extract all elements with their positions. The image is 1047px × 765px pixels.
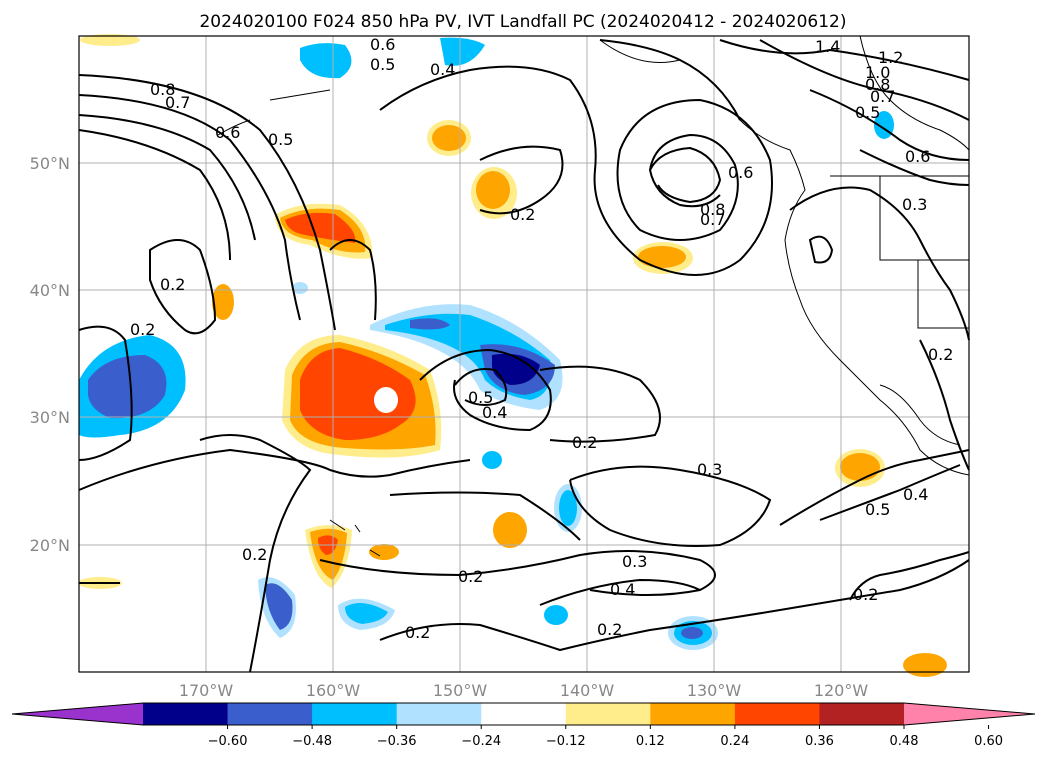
colorbar-bin: [396, 703, 482, 725]
contour-label: 1.2: [878, 48, 903, 67]
contour-label: 0.6: [905, 147, 930, 166]
lon-label: 120°W: [814, 681, 869, 700]
contour-label: 0.2: [458, 567, 483, 586]
contour-label: 0.2: [510, 205, 535, 224]
contour-label: 0.6: [728, 163, 753, 182]
contour-label: 0.4: [430, 60, 455, 79]
contour-label: 0.8: [865, 75, 890, 94]
contour-label: 0.4: [610, 580, 635, 599]
colorbar-tick-label: 0.60: [974, 734, 1003, 749]
contour-label: 0.3: [697, 460, 722, 479]
colorbar-bin: [565, 703, 651, 725]
contour-label: 0.3: [622, 552, 647, 571]
figure-title: 2024020100 F024 850 hPa PV, IVT Landfall…: [199, 12, 846, 32]
contour-label: 1.0: [865, 63, 890, 82]
colorbar-bin: [650, 703, 736, 725]
contour-label: 0.5: [865, 500, 890, 519]
colorbar-ticks: −0.60 −0.48 −0.36 −0.24 −0.12 0.12 0.24 0.36 0.4…: [208, 725, 1003, 749]
contour-label: 0.4: [903, 485, 928, 504]
colorbar-tick-label: −0.24: [461, 734, 501, 749]
colorbar-tick-label: 0.24: [720, 734, 749, 749]
colorbar: [11, 702, 1036, 726]
latitude-labels: 50°N 40°N 30°N 20°N: [30, 154, 70, 555]
contour-label: 0.5: [370, 55, 395, 74]
contour-label: 0.5: [468, 388, 493, 407]
lat-label: 20°N: [30, 536, 70, 555]
colorbar-tick-label: 0.36: [805, 734, 834, 749]
colorbar-tick-label: −0.12: [546, 734, 586, 749]
colorbar-tick-label: −0.48: [292, 734, 332, 749]
contour-label: 0.7: [700, 210, 725, 229]
map-panel: 0.6 0.5 0.4 0.8 0.7 0.6 0.5 0.2 0.2 0.2 …: [78, 34, 970, 677]
colorbar-tick-label: −0.36: [377, 734, 417, 749]
contour-label: 0.5: [268, 130, 293, 149]
shaded-anomalies: [78, 34, 947, 677]
map-frame: [78, 35, 970, 673]
contour-label: 0.6: [215, 123, 240, 142]
colorbar-bin: [819, 703, 905, 725]
contour-label: 0.6: [370, 35, 395, 54]
contour-label: 0.2: [242, 545, 267, 564]
contour-label: 0.8: [150, 80, 175, 99]
contour-label: 0.2: [405, 623, 430, 642]
colorbar-bin: [481, 703, 567, 725]
colorbar-bin: [734, 703, 820, 725]
contour-label: 0.2: [597, 620, 622, 639]
colorbar-extend-high: [904, 703, 1035, 725]
lat-label: 50°N: [30, 154, 70, 173]
colorbar-bin: [143, 703, 229, 725]
pv-contours: [78, 39, 970, 673]
lon-label: 140°W: [560, 681, 615, 700]
contour-label: 0.8: [700, 200, 725, 219]
contour-label: 0.2: [160, 275, 185, 294]
contour-label: 0.2: [853, 585, 878, 604]
colorbar-outline: [11, 702, 1036, 726]
contour-labels: 0.6 0.5 0.4 0.8 0.7 0.6 0.5 0.2 0.2 0.2 …: [130, 35, 953, 642]
contour-label: 0.2: [130, 320, 155, 339]
contour-label: 0.7: [165, 93, 190, 112]
lon-label: 160°W: [306, 681, 361, 700]
colorbar-tick-label: 0.12: [636, 734, 665, 749]
contour-label: 0.7: [870, 87, 895, 106]
colorbar-extend-low: [12, 703, 143, 725]
colorbar-tick-label: −0.60: [208, 734, 248, 749]
contour-label: 0.3: [902, 195, 927, 214]
colorbar-bin: [312, 703, 398, 725]
colorbar-bin: [227, 703, 313, 725]
contour-label: 0.2: [928, 345, 953, 364]
lon-label: 130°W: [687, 681, 742, 700]
lat-label: 30°N: [30, 408, 70, 427]
contour-label: 0.5: [855, 103, 880, 122]
contour-label: 0.2: [572, 433, 597, 452]
contour-label: 1.4: [815, 37, 840, 56]
colorbar-tick-label: 0.48: [890, 734, 919, 749]
contour-label: 0.4: [482, 403, 507, 422]
lon-label: 170°W: [179, 681, 234, 700]
lon-label: 150°W: [433, 681, 488, 700]
longitude-labels: 170°W 160°W 150°W 140°W 130°W 120°W: [179, 681, 869, 700]
lat-label: 40°N: [30, 281, 70, 300]
